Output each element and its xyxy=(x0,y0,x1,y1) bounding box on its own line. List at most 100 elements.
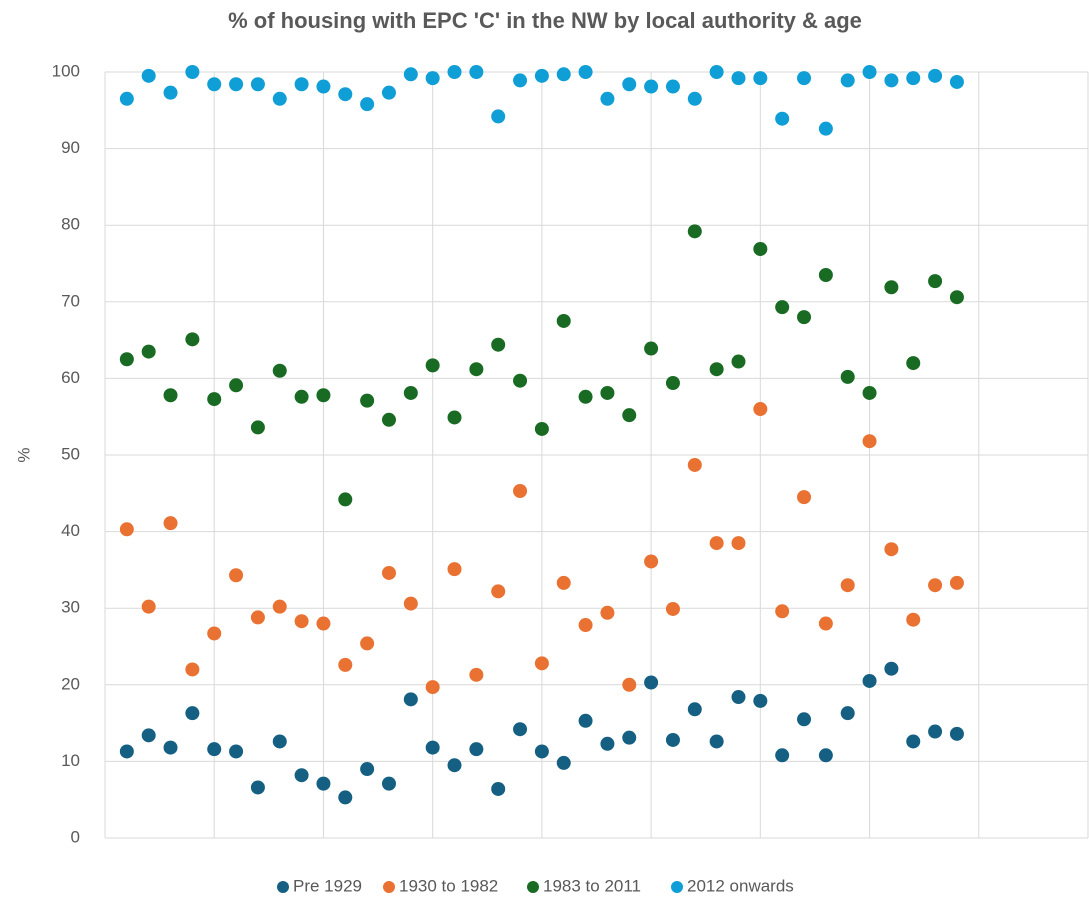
chart-title: % of housing with EPC 'C' in the NW by l… xyxy=(228,8,862,33)
point xyxy=(862,673,877,688)
point xyxy=(578,389,593,404)
point xyxy=(949,575,964,590)
point xyxy=(207,392,222,407)
grid: 0 10 20 30 40 50 60 70 80 90 100 xyxy=(52,61,1089,846)
point xyxy=(534,744,549,759)
point xyxy=(207,77,222,92)
point xyxy=(600,91,615,106)
y-tick-label: 10 xyxy=(61,751,80,770)
point xyxy=(491,109,506,124)
point xyxy=(185,662,200,677)
point xyxy=(622,77,637,92)
legend-label: 2012 onwards xyxy=(687,876,794,895)
point xyxy=(556,67,571,82)
point xyxy=(709,734,724,749)
point xyxy=(665,732,680,747)
point xyxy=(207,626,222,641)
point xyxy=(469,667,484,682)
point xyxy=(338,87,353,102)
point xyxy=(534,421,549,436)
point xyxy=(600,736,615,751)
point xyxy=(731,354,746,369)
point xyxy=(250,780,265,795)
y-tick-label: 20 xyxy=(61,674,80,693)
point xyxy=(775,111,790,126)
point xyxy=(818,267,833,282)
point xyxy=(862,65,877,79)
point xyxy=(360,393,375,408)
legend-marker xyxy=(277,881,289,893)
y-tick-label: 90 xyxy=(61,138,80,157)
point xyxy=(775,300,790,315)
point xyxy=(600,605,615,620)
point xyxy=(447,410,462,425)
y-tick-label: 50 xyxy=(61,444,80,463)
point xyxy=(862,434,877,449)
point xyxy=(381,85,396,100)
point xyxy=(469,742,484,757)
y-tick-label: 0 xyxy=(71,827,80,846)
point xyxy=(338,492,353,507)
point xyxy=(556,755,571,770)
point xyxy=(119,352,134,367)
point xyxy=(665,375,680,390)
point xyxy=(294,389,309,404)
point xyxy=(928,724,943,739)
point xyxy=(644,554,659,569)
point xyxy=(425,358,440,373)
point xyxy=(644,341,659,356)
point xyxy=(797,71,812,86)
point xyxy=(928,274,943,289)
point xyxy=(687,457,702,472)
point xyxy=(316,776,331,791)
point xyxy=(862,385,877,400)
point xyxy=(425,740,440,755)
point xyxy=(294,614,309,629)
point xyxy=(906,356,921,371)
y-tick-label: 40 xyxy=(61,521,80,540)
legend-label: 1983 to 2011 xyxy=(543,876,641,895)
point xyxy=(818,121,833,136)
point xyxy=(360,97,375,112)
point xyxy=(949,726,964,741)
point xyxy=(447,562,462,577)
point xyxy=(644,79,659,94)
legend-marker xyxy=(671,881,683,893)
point xyxy=(403,385,418,400)
point xyxy=(534,68,549,83)
point xyxy=(141,344,156,359)
point xyxy=(403,67,418,82)
point xyxy=(578,65,593,79)
point xyxy=(884,73,899,88)
point xyxy=(622,677,637,692)
point xyxy=(753,402,768,417)
point xyxy=(534,656,549,671)
point xyxy=(884,661,899,676)
point xyxy=(797,712,812,727)
point xyxy=(753,71,768,86)
point xyxy=(381,565,396,580)
point xyxy=(949,74,964,89)
point xyxy=(381,776,396,791)
point xyxy=(644,675,659,690)
point xyxy=(294,77,309,92)
point xyxy=(775,748,790,763)
point xyxy=(884,280,899,295)
point xyxy=(753,241,768,256)
point xyxy=(360,636,375,651)
point xyxy=(272,363,287,378)
point xyxy=(731,690,746,705)
point xyxy=(906,734,921,749)
y-axis-label: % xyxy=(14,447,33,462)
point xyxy=(709,536,724,551)
point xyxy=(622,408,637,423)
legend-marker xyxy=(527,881,539,893)
point xyxy=(272,91,287,106)
point xyxy=(229,568,244,583)
point xyxy=(687,91,702,106)
legend-marker xyxy=(383,881,395,893)
y-tick-label: 100 xyxy=(52,61,80,80)
point xyxy=(469,362,484,377)
point xyxy=(731,71,746,86)
point xyxy=(797,490,812,505)
